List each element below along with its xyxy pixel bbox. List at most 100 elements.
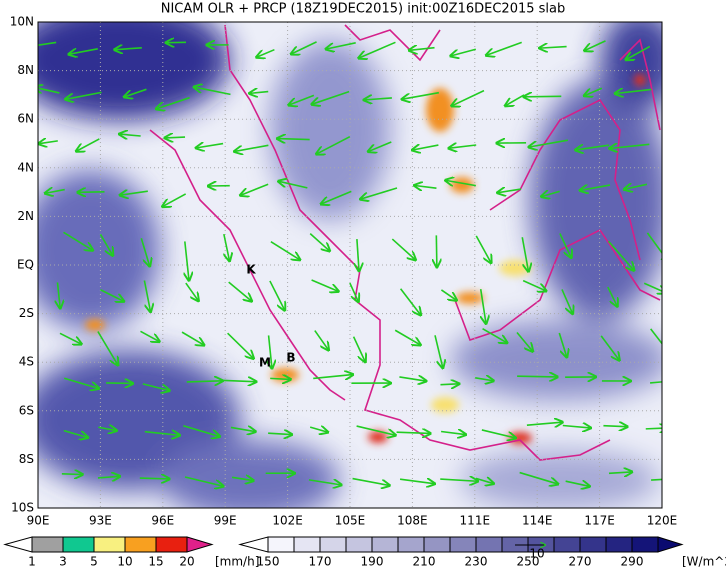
- lat-label: 8S: [19, 452, 34, 466]
- colorbar-label: 190: [361, 555, 384, 569]
- wind-vector: [223, 380, 256, 381]
- wind-vector: [268, 433, 291, 434]
- wind-vector: [66, 91, 102, 99]
- wind-vector: [78, 192, 105, 193]
- lon-label: 102E: [272, 514, 303, 528]
- wind-vector: [185, 282, 198, 301]
- wind-vector: [368, 141, 392, 151]
- wind-vector: [308, 480, 341, 485]
- wind-vector: [184, 476, 223, 486]
- lon-label: 90E: [27, 514, 50, 528]
- wind-vector: [475, 478, 493, 483]
- wind-vector: [279, 181, 308, 189]
- wind-vector: [561, 289, 573, 313]
- wind-vector: [196, 144, 224, 148]
- wind-vector: [498, 189, 522, 193]
- wind-vector: [645, 428, 662, 429]
- colorbar-box: [371, 536, 399, 553]
- wind-vector: [440, 479, 477, 481]
- wind-vector: [250, 92, 269, 94]
- wind-vector: [361, 187, 398, 199]
- lon-label: 120E: [647, 514, 678, 528]
- lon-label: 99E: [214, 514, 237, 528]
- wind-vector: [69, 48, 98, 54]
- wind-vector: [580, 185, 611, 190]
- wind-vector: [625, 184, 648, 189]
- colorbar-box: [155, 536, 188, 553]
- wind-vector: [326, 42, 356, 49]
- colorbar-unit: [mm/h]: [215, 555, 259, 569]
- colorbar-box: [124, 536, 157, 553]
- wind-vector: [349, 282, 358, 301]
- lat-label: 6N: [17, 112, 34, 126]
- wind-vector: [100, 289, 123, 301]
- wind-vector: [115, 48, 142, 50]
- wind-vector: [650, 328, 662, 345]
- wind-vector: [446, 180, 476, 185]
- colorbar-box: [93, 536, 126, 553]
- marker-label: K: [246, 263, 256, 277]
- wind-vector: [364, 98, 392, 100]
- wind-vector: [321, 190, 352, 203]
- wind-vector: [186, 381, 222, 382]
- colorbar-label: 210: [413, 555, 436, 569]
- lon-label: 105E: [335, 514, 366, 528]
- lat-label: EQ: [17, 258, 34, 272]
- colorbar-label: 230: [465, 555, 488, 569]
- colorbar-label: 5: [90, 555, 98, 569]
- wind-vector: [223, 233, 230, 260]
- lon-label: 108E: [397, 514, 428, 528]
- wind-vector: [559, 233, 571, 257]
- wind-vector: [441, 432, 465, 435]
- lon-label: 93E: [89, 514, 112, 528]
- wind-vector: [399, 377, 425, 381]
- wind-vector: [38, 87, 60, 93]
- lat-label: 10S: [11, 501, 34, 515]
- wind-vector: [181, 331, 204, 345]
- title: NICAM OLR + PRCP (18Z19DEC2015) init:00Z…: [161, 2, 566, 17]
- wind-vector: [391, 238, 415, 260]
- wind-vector: [649, 381, 662, 384]
- wind-vector: [269, 335, 272, 368]
- wind-vector: [585, 87, 603, 95]
- colorbar-label: 10: [117, 555, 132, 569]
- wind-vector: [63, 231, 93, 250]
- wind-vector: [230, 427, 255, 431]
- map-field: [38, 22, 662, 508]
- wind-vector: [163, 193, 187, 207]
- lat-label: 10N: [10, 15, 34, 29]
- colorbar-label: 250: [517, 555, 540, 569]
- wind-vector: [651, 478, 662, 481]
- wind-vector: [394, 329, 420, 345]
- marker-label: B: [286, 351, 295, 365]
- wind-vector: [311, 279, 338, 291]
- wind-vector: [278, 139, 310, 140]
- wind-vector: [607, 240, 634, 270]
- colorbar-end: [657, 536, 684, 553]
- wind-vector: [106, 383, 132, 384]
- wind-vector: [646, 232, 662, 263]
- colorbar-box: [449, 536, 477, 553]
- wind-vector: [314, 330, 329, 350]
- wind-vector: [608, 472, 632, 473]
- wind-vector: [585, 40, 606, 51]
- wind-vector: [522, 279, 546, 291]
- colorbar-box: [31, 536, 64, 553]
- colorbar-label: 15: [148, 555, 163, 569]
- wind-vector: [194, 87, 231, 96]
- colorbar-box: [293, 536, 321, 553]
- wind-vector: [540, 47, 567, 49]
- colorbar-label: 1: [28, 555, 36, 569]
- wind-vector: [183, 424, 219, 437]
- colorbar-box: [319, 536, 347, 553]
- wind-vector: [241, 183, 269, 195]
- wind-vector: [475, 378, 493, 381]
- wind-vector: [139, 478, 169, 479]
- wind-vector: [61, 474, 82, 475]
- colorbar-box: [345, 536, 373, 553]
- reference-vector-label: 10: [529, 547, 544, 561]
- wind-vector: [603, 426, 626, 427]
- colorbar-box: [605, 536, 633, 553]
- wind-vector: [440, 384, 458, 385]
- wind-vector: [607, 286, 617, 306]
